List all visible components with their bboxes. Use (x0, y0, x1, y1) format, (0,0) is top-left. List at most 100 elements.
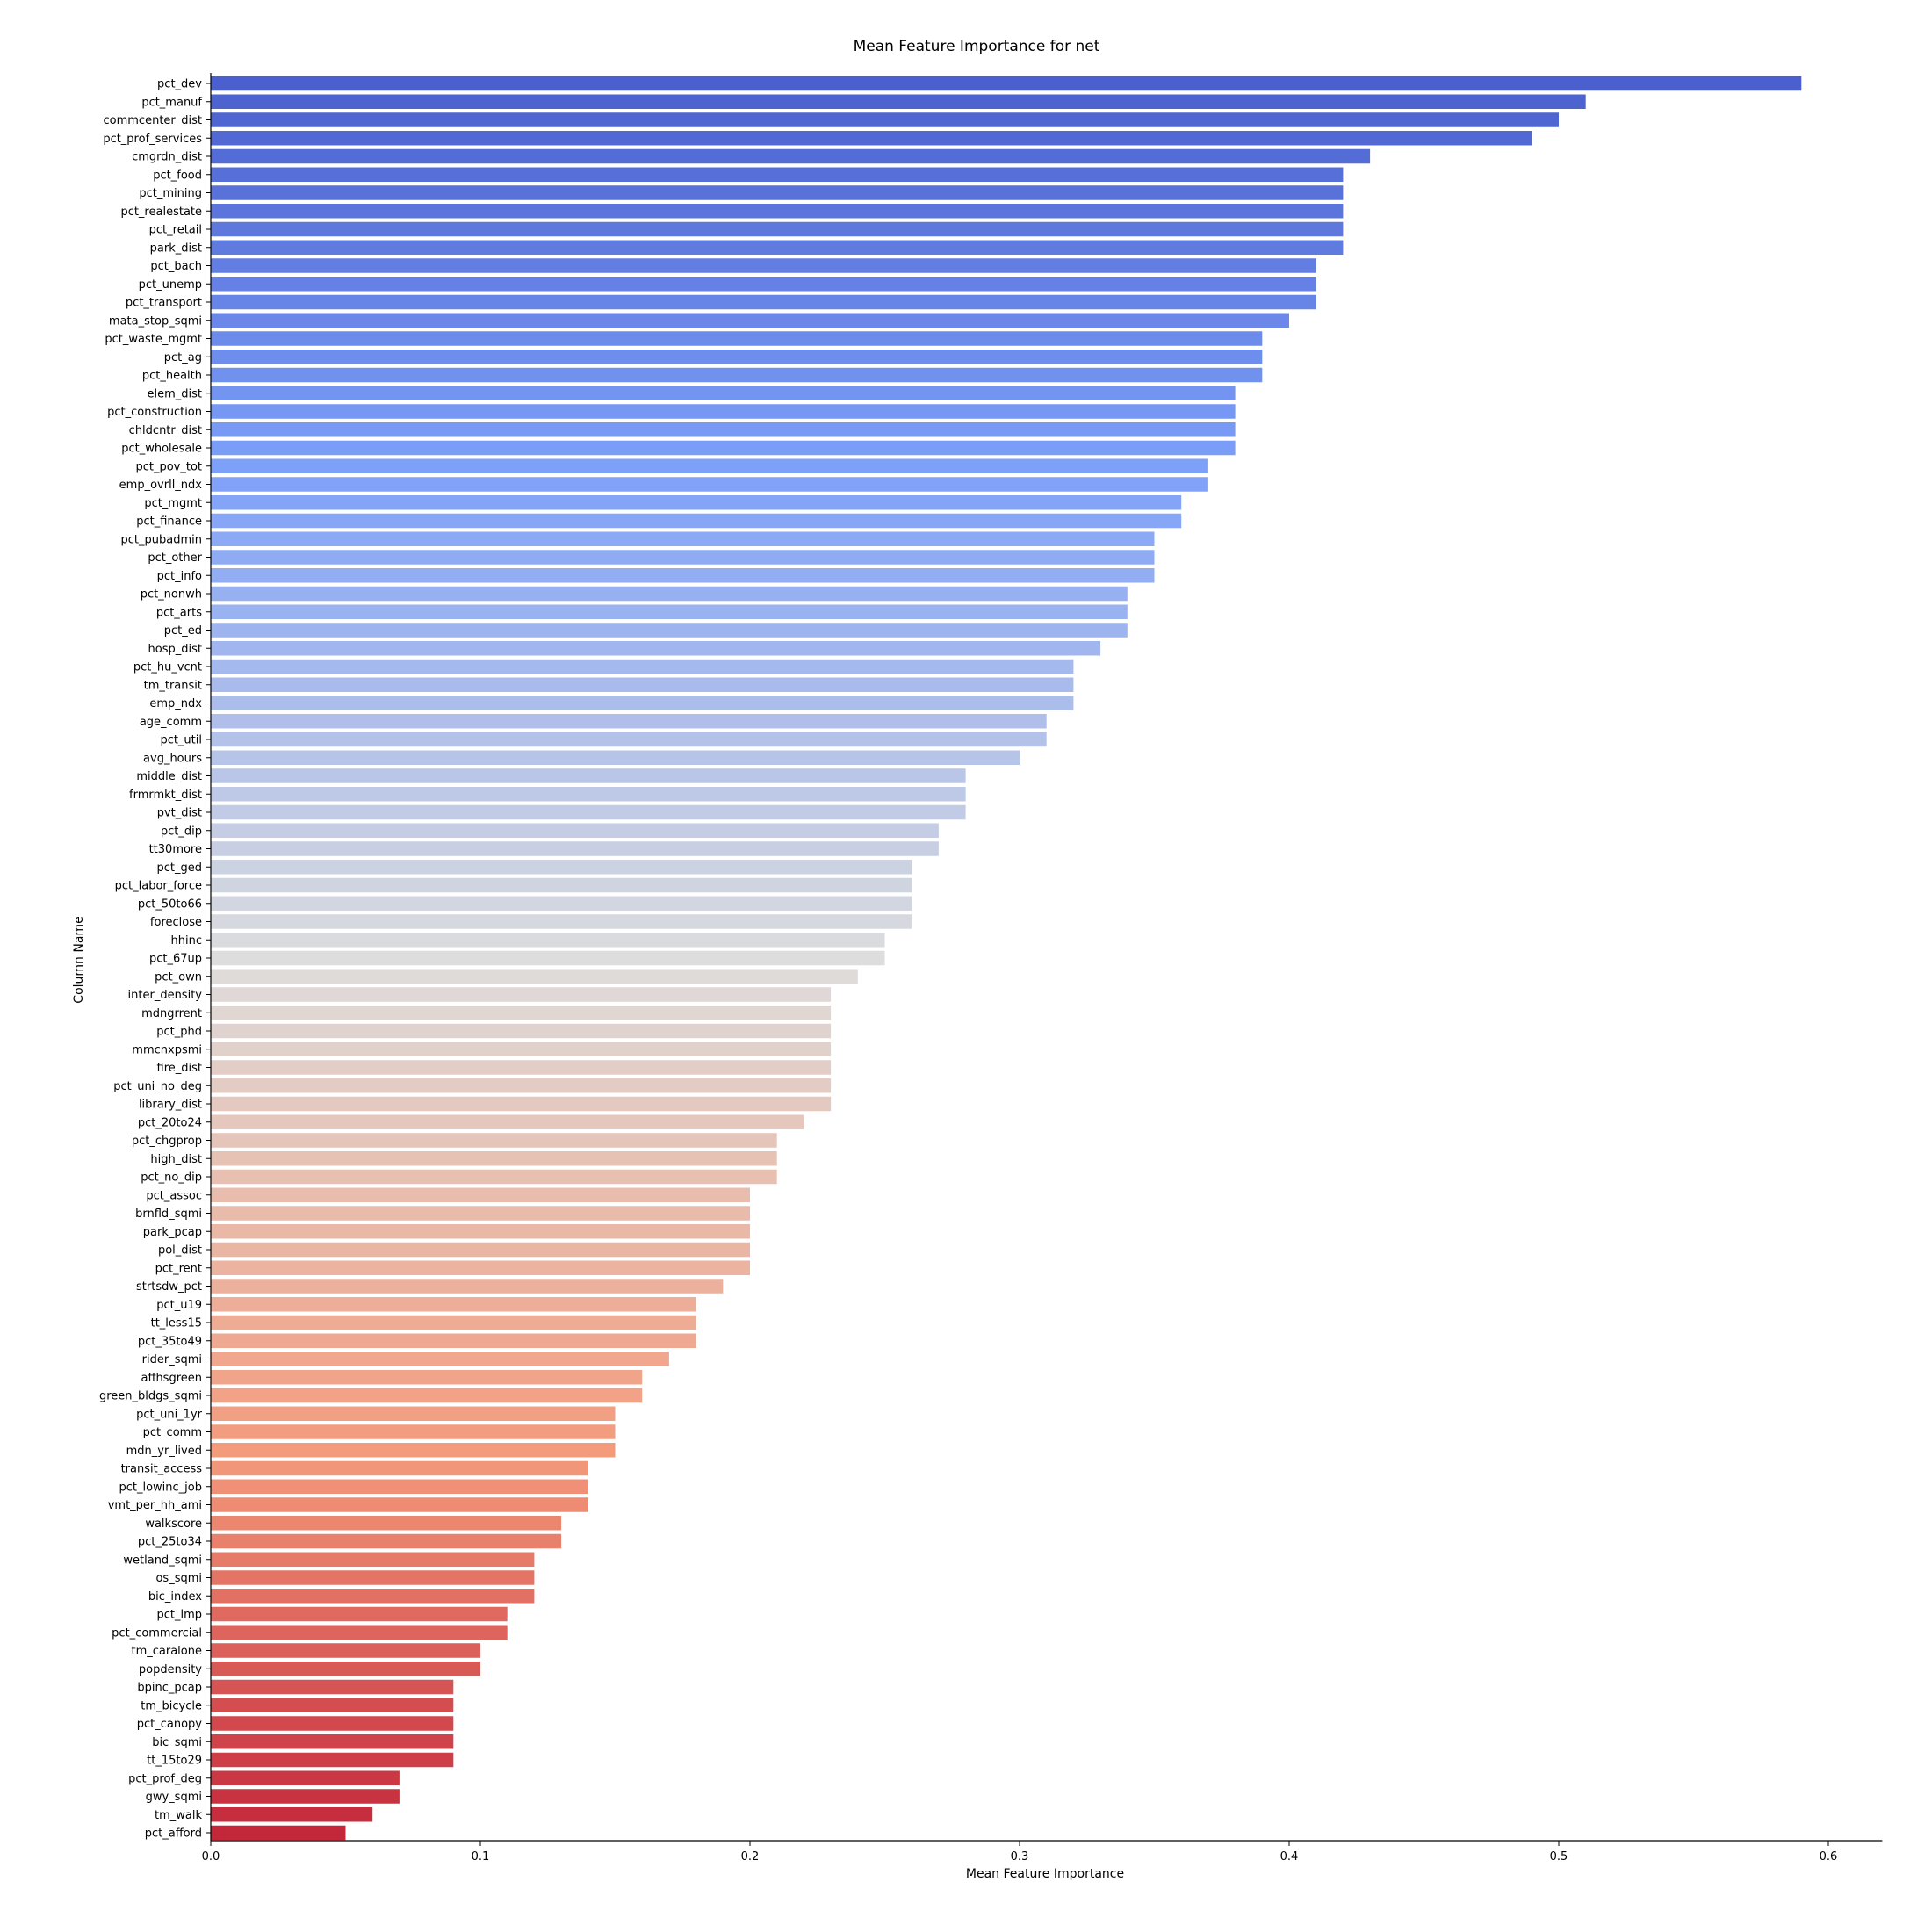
x-tick-label: 0.6 (1820, 1850, 1838, 1864)
y-tick-label: pct_commercial (112, 1626, 202, 1640)
bar-emp_ndx (211, 696, 1074, 710)
y-tick-label: pct_manuf (141, 96, 202, 109)
bar-pct_mining (211, 185, 1344, 200)
bar-pct_67up (211, 950, 885, 966)
bar-pct_unemp (211, 277, 1316, 292)
bar-pct_dip (211, 823, 939, 838)
bar-pct_no_dip (211, 1169, 777, 1185)
y-tick-label: pct_labor_force (115, 880, 202, 893)
bar-bic_index (211, 1589, 535, 1604)
bar-middle_dist (211, 768, 966, 783)
bar-commcenter_dist (211, 112, 1559, 127)
bar-pct_canopy (211, 1716, 454, 1731)
y-axis-label: Column Name (72, 916, 86, 1003)
bar-wetland_sqmi (211, 1552, 535, 1567)
bar-pct_prof_services (211, 131, 1532, 146)
y-tick-label: pct_35to49 (138, 1335, 202, 1348)
y-tick-label: pct_own (155, 970, 202, 984)
bar-pct_commercial (211, 1625, 508, 1640)
bar-pct_50to66 (211, 896, 912, 911)
bar-pct_util (211, 732, 1047, 747)
y-tick-label: mdn_yr_lived (126, 1445, 202, 1458)
bar-tm_caralone (211, 1643, 480, 1658)
bar-pct_afford (211, 1825, 346, 1841)
bar-elem_dist (211, 386, 1236, 400)
y-tick-label: pct_wholesale (121, 443, 202, 456)
bar-affhsgreen (211, 1370, 643, 1385)
bar-fire_dist (211, 1060, 832, 1075)
y-tick-label: pct_hu_vcnt (133, 661, 202, 674)
y-tick-label: tm_walk (155, 1809, 202, 1822)
y-tick-label: pct_uni_1yr (136, 1408, 203, 1421)
bar-pct_info (211, 568, 1155, 583)
y-tick-label: mata_stop_sqmi (109, 314, 202, 328)
bar-mdngrrent (211, 1006, 832, 1020)
chart-title: Mean Feature Importance for net (854, 38, 1100, 55)
y-tick-label: pct_lowinc_job (119, 1481, 202, 1494)
bar-avg_hours (211, 750, 1020, 765)
bar-pct_phd (211, 1023, 832, 1039)
bar-pct_uni_no_deg (211, 1078, 832, 1093)
bar-vmt_per_hh_ami (211, 1497, 588, 1512)
bar-cmgrdn_dist (211, 148, 1371, 164)
bar-mdn_yr_lived (211, 1443, 616, 1458)
y-tick-label: transit_access (121, 1463, 203, 1476)
y-tick-label: avg_hours (143, 752, 202, 765)
bar-pct_mgmt (211, 495, 1182, 510)
y-tick-label: pct_util (160, 734, 202, 747)
x-tick-label: 0.1 (472, 1850, 490, 1864)
bar-pct_prof_deg (211, 1770, 400, 1785)
bar-pct_uni_1yr (211, 1406, 616, 1421)
bar-tt_15to29 (211, 1752, 454, 1768)
y-tick-label: pct_dip (161, 825, 202, 838)
bar-hosp_dist (211, 641, 1101, 656)
bar-pct_imp (211, 1606, 508, 1622)
bar-green_bldgs_sqmi (211, 1388, 643, 1403)
bar-pct_realestate (211, 204, 1344, 219)
x-tick-label: 0.3 (1011, 1850, 1029, 1864)
y-tick-label: pct_rent (155, 1262, 202, 1275)
y-tick-label: tt_15to29 (147, 1755, 202, 1768)
x-tick-label: 0.5 (1550, 1850, 1568, 1864)
y-tick-label: brnfld_sqmi (135, 1208, 202, 1221)
y-tick-label: pct_pubadmin (121, 533, 202, 546)
bar-bpinc_pcap (211, 1679, 454, 1695)
y-tick-label: pct_info (157, 570, 202, 583)
bar-mata_stop_sqmi (211, 313, 1289, 328)
y-tick-label: pct_nonwh (141, 588, 202, 602)
bar-emp_ovrll_ndx (211, 477, 1208, 492)
y-tick-label: pol_dist (158, 1244, 202, 1258)
y-tick-label: park_pcap (143, 1226, 202, 1239)
bar-foreclose (211, 914, 912, 929)
y-tick-label: foreclose (150, 916, 202, 929)
y-tick-label: fire_dist (157, 1062, 202, 1075)
bar-walkscore (211, 1516, 562, 1531)
y-tick-label: vmt_per_hh_ami (108, 1499, 202, 1512)
y-tick-label: library_dist (139, 1099, 202, 1112)
x-tick-label: 0.0 (202, 1850, 220, 1864)
y-tick-label: pct_assoc (146, 1189, 202, 1202)
y-tick-label: rider_sqmi (142, 1353, 202, 1366)
bar-brnfld_sqmi (211, 1206, 750, 1221)
bar-tm_bicycle (211, 1698, 454, 1712)
y-tick-label: elem_dist (147, 387, 202, 400)
y-tick-label: pct_u19 (156, 1299, 202, 1312)
y-tick-label: pct_50to66 (138, 898, 202, 911)
y-tick-label: emp_ovrll_ndx (119, 479, 203, 492)
x-tick-label: 0.4 (1280, 1850, 1299, 1864)
y-tick-label: pct_health (142, 370, 202, 383)
y-tick-label: pct_no_dip (141, 1171, 202, 1185)
x-axis-ticks: 0.0 0.1 0.2 0.3 0.4 0.5 0.6 (202, 1841, 1838, 1864)
bar-pct_ag (211, 350, 1263, 364)
y-tick-label: age_comm (140, 716, 202, 729)
bar-pct_lowinc_job (211, 1479, 588, 1494)
bar-pct_pubadmin (211, 531, 1155, 546)
y-tick-label: pct_construction (107, 406, 202, 419)
y-tick-label: os_sqmi (155, 1572, 202, 1585)
y-tick-label: tt30more (149, 843, 202, 856)
bar-rider_sqmi (211, 1352, 669, 1366)
y-tick-label: pct_unemp (139, 278, 202, 292)
bar-pvt_dist (211, 804, 966, 820)
y-tick-label: pct_bach (150, 260, 202, 273)
